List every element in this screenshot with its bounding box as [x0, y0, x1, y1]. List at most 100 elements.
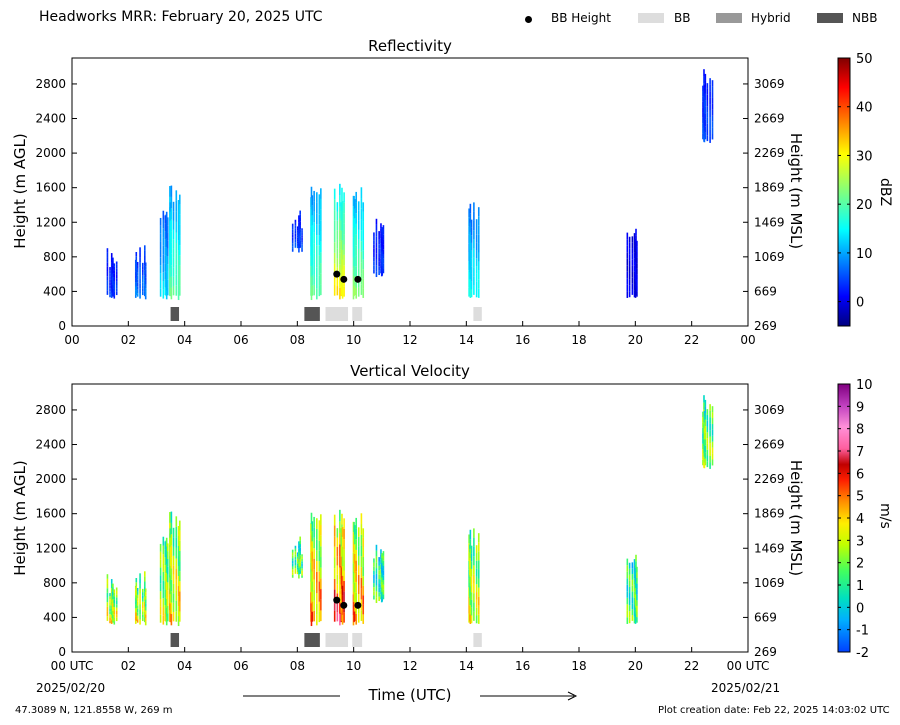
echo-streak — [631, 248, 634, 254]
echo-streak — [336, 286, 339, 296]
echo-segment — [626, 228, 638, 298]
echo-streak — [109, 602, 111, 606]
colorbar-tick-label: 20 — [856, 198, 873, 213]
echo-streak — [341, 187, 343, 199]
echo-streak — [477, 533, 480, 543]
echo-streak — [475, 227, 478, 235]
echo-streak — [320, 252, 322, 264]
x-tick-label: 02 — [121, 333, 136, 347]
echo-streak — [162, 545, 165, 555]
echo-streak — [177, 260, 180, 271]
echo-streak — [320, 610, 322, 622]
echo-streak — [333, 231, 336, 243]
echo-streak — [318, 540, 321, 551]
echo-streak — [382, 239, 385, 245]
echo-streak — [144, 595, 147, 600]
bb-class-bar — [352, 307, 363, 321]
echo-streak — [109, 611, 111, 615]
echo-streak — [477, 234, 480, 244]
echo-streak — [109, 291, 111, 295]
echo-streak — [333, 514, 336, 526]
echo-streak — [333, 557, 336, 569]
echo-streak — [355, 223, 357, 235]
echo-streak — [378, 231, 380, 236]
echo-streak — [703, 422, 706, 429]
y-tick-label: 2000 — [35, 146, 66, 160]
echo-streak — [704, 100, 707, 107]
echo-streak — [341, 249, 344, 260]
echo-streak — [339, 276, 341, 288]
echo-streak — [139, 609, 141, 615]
echo-streak — [633, 616, 636, 624]
echo-streak — [381, 251, 384, 257]
echo-streak — [360, 588, 363, 600]
echo-streak — [135, 608, 138, 613]
echo-streak — [143, 581, 146, 587]
echo-streak — [313, 211, 315, 223]
echo-streak — [633, 252, 636, 259]
echo-streak — [296, 239, 299, 242]
x-tick-label: 20 — [628, 333, 643, 347]
echo-streak — [628, 266, 631, 274]
echo-streak — [341, 605, 344, 615]
echo-streak — [311, 551, 314, 562]
echo-streak — [172, 267, 175, 277]
echo-streak — [336, 612, 339, 622]
echo-streak — [170, 276, 173, 288]
echo-streak — [299, 214, 301, 219]
velocity-ylabel-right: Height (m MSL) — [787, 459, 805, 577]
echo-streak — [310, 186, 313, 199]
echo-streak — [113, 599, 116, 604]
echo-streak — [162, 254, 165, 264]
echo-streak — [373, 269, 375, 274]
echo-streak — [316, 224, 318, 236]
echo-streak — [291, 248, 294, 252]
echo-streak — [704, 73, 707, 81]
echo-streak — [113, 270, 116, 274]
x-tick-label: 02 — [121, 659, 136, 673]
echo-streak — [381, 261, 384, 266]
echo-streak — [636, 589, 638, 595]
echo-streak — [355, 539, 357, 550]
echo-streak — [473, 257, 475, 268]
echo-streak — [473, 285, 475, 295]
echo-streak — [169, 512, 171, 523]
echo-streak — [318, 194, 321, 205]
echo-streak — [169, 258, 172, 269]
echo-streak — [141, 285, 144, 289]
echo-streak — [477, 279, 480, 289]
echo-streak — [475, 615, 478, 624]
echo-segment — [291, 210, 303, 253]
echo-streak — [316, 518, 318, 529]
echo-streak — [320, 535, 322, 547]
echo-streak — [703, 96, 706, 103]
echo-streak — [177, 546, 180, 557]
echo-streak — [143, 285, 146, 292]
echo-streak — [177, 250, 180, 261]
echo-streak — [341, 230, 344, 241]
echo-streak — [362, 576, 365, 586]
echo-streak — [313, 548, 315, 559]
echo-streak — [316, 277, 318, 289]
echo-streak — [170, 522, 173, 535]
echo-streak — [170, 196, 173, 209]
echo-streak — [141, 278, 144, 283]
echo-streak — [381, 553, 384, 558]
echo-streak — [703, 402, 705, 410]
echo-streak — [355, 255, 357, 267]
echo-streak — [626, 232, 629, 240]
echo-streak — [636, 617, 638, 623]
echo-streak — [291, 572, 294, 575]
echo-streak — [141, 608, 144, 612]
echo-streak — [626, 291, 629, 298]
echo-streak — [711, 459, 714, 466]
echo-streak — [373, 232, 375, 237]
legend: BB Height BB Hybrid NBB — [520, 11, 890, 27]
echo-streak — [477, 216, 480, 226]
echo-streak — [709, 78, 711, 85]
echo-streak — [373, 578, 375, 584]
x-tick-label: 18 — [571, 659, 586, 673]
echo-streak — [470, 568, 473, 577]
echo-streak — [175, 600, 178, 612]
echo-streak — [341, 269, 344, 280]
